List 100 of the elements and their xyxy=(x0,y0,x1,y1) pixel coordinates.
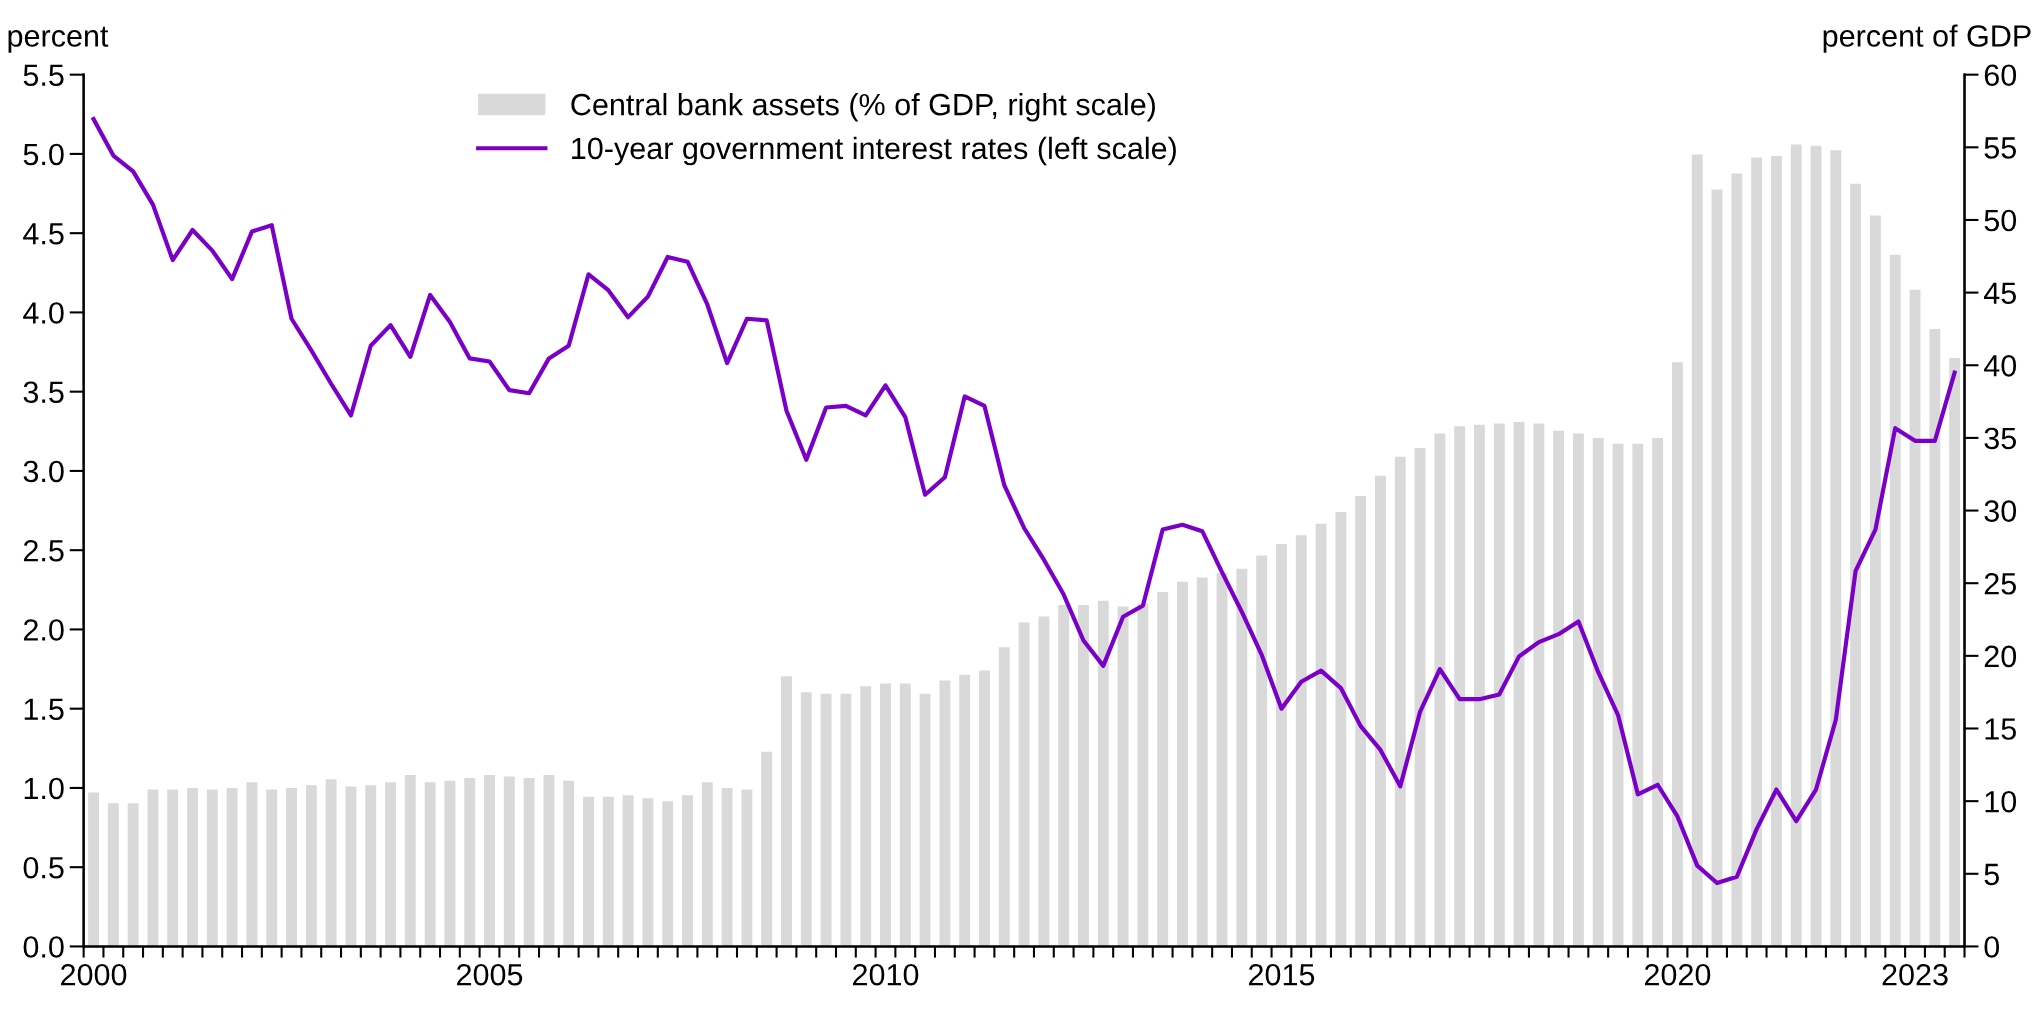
bar xyxy=(1652,437,1664,947)
bar xyxy=(385,782,396,947)
y2-tick-label: 45 xyxy=(1983,282,2016,304)
bar xyxy=(1276,543,1287,947)
legend-label: Central bank assets (% of GDP, right scale) xyxy=(571,93,1155,122)
y-tick-label: 5.0 xyxy=(23,143,64,166)
y-tick-label: 2.5 xyxy=(23,539,64,562)
x-tick-label: 2010 xyxy=(853,963,919,986)
bar xyxy=(919,693,931,947)
y2-tick-label: 15 xyxy=(1985,718,2016,740)
bar xyxy=(543,774,555,947)
bar xyxy=(1493,423,1505,947)
bar xyxy=(88,792,99,947)
bar xyxy=(721,788,733,947)
y2-tick-label: 50 xyxy=(1984,209,2017,232)
bar xyxy=(1711,189,1723,947)
bar xyxy=(959,674,971,947)
bar xyxy=(781,676,792,947)
y-tick-label: 0.5 xyxy=(23,856,64,879)
bar xyxy=(583,796,594,947)
y2-tick-label: 40 xyxy=(1983,354,2017,377)
bar xyxy=(484,774,495,947)
bar xyxy=(1038,616,1050,947)
bar xyxy=(167,789,179,947)
bar xyxy=(266,789,278,947)
y2-tick-label: 10 xyxy=(1985,790,2017,813)
bar xyxy=(1869,215,1881,947)
bar xyxy=(1770,156,1782,947)
y2-tick-label: 25 xyxy=(1984,572,2016,595)
y-tick-label: 5.5 xyxy=(23,64,64,87)
bar xyxy=(325,779,337,947)
bar xyxy=(127,803,139,947)
bar xyxy=(1434,433,1446,947)
y-tick-label: 2.0 xyxy=(23,619,64,641)
bar xyxy=(1949,357,1961,947)
bar xyxy=(1592,437,1604,947)
bar xyxy=(206,789,218,947)
bar xyxy=(682,795,693,947)
bar xyxy=(187,788,198,947)
bar xyxy=(1394,456,1406,947)
bar xyxy=(1315,523,1327,947)
bar xyxy=(642,798,654,947)
bar xyxy=(246,782,258,947)
bar xyxy=(1731,173,1743,947)
y-tick-label: 0.0 xyxy=(23,936,64,958)
bar xyxy=(662,801,674,947)
bar xyxy=(761,751,773,947)
x-tick-label: 2015 xyxy=(1249,963,1315,986)
bar xyxy=(1553,430,1565,947)
bar xyxy=(1216,573,1228,947)
bar xyxy=(860,686,872,947)
bar xyxy=(1691,154,1703,947)
bar xyxy=(602,796,614,947)
y2-tick-label: 20 xyxy=(1984,645,2017,668)
bar xyxy=(1058,605,1070,947)
x-tick-label: 2020 xyxy=(1644,963,1711,986)
bar xyxy=(1671,362,1683,947)
y2-tick-label: 0 xyxy=(1984,936,2000,958)
bar xyxy=(1256,555,1268,947)
bar xyxy=(1177,581,1188,947)
bar xyxy=(444,780,456,947)
y-axis-title: percent xyxy=(8,26,109,53)
y2-tick-label: 55 xyxy=(1984,137,2016,159)
y2-axis-title: percent of GDP xyxy=(1823,24,2031,53)
y-tick-label: 4.0 xyxy=(23,302,64,324)
bar xyxy=(503,776,515,947)
bar xyxy=(1157,591,1169,947)
bar xyxy=(305,785,317,947)
bar xyxy=(1117,606,1129,947)
y2-tick-label: 5 xyxy=(1984,863,1999,886)
bar xyxy=(880,683,891,947)
bar xyxy=(404,774,416,947)
bar xyxy=(899,683,911,947)
bar xyxy=(1355,496,1367,947)
bar xyxy=(979,670,990,947)
bar xyxy=(1810,145,1822,947)
bar xyxy=(1196,577,1208,947)
bar xyxy=(1513,421,1525,947)
bar xyxy=(1018,622,1030,947)
bar xyxy=(1474,424,1485,947)
bar xyxy=(1533,423,1545,947)
x-tick-label: 2023 xyxy=(1882,963,1948,986)
bar xyxy=(1236,568,1248,947)
x-tick-label: 2005 xyxy=(457,963,523,986)
bar xyxy=(1295,535,1307,947)
bar xyxy=(622,795,634,947)
y2-tick-label: 35 xyxy=(1984,427,2016,450)
y-tick-label: 3.5 xyxy=(23,381,64,404)
bar xyxy=(345,786,357,947)
bar xyxy=(701,782,713,947)
bar xyxy=(820,693,832,947)
bar xyxy=(286,788,297,947)
bar xyxy=(1335,512,1347,947)
bar xyxy=(1850,183,1862,947)
bar xyxy=(424,782,436,947)
y2-tick-label: 60 xyxy=(1984,64,2017,87)
y-tick-label: 1.5 xyxy=(24,698,64,721)
bar xyxy=(1632,443,1644,947)
bar xyxy=(1790,144,1802,947)
bar xyxy=(226,788,238,947)
